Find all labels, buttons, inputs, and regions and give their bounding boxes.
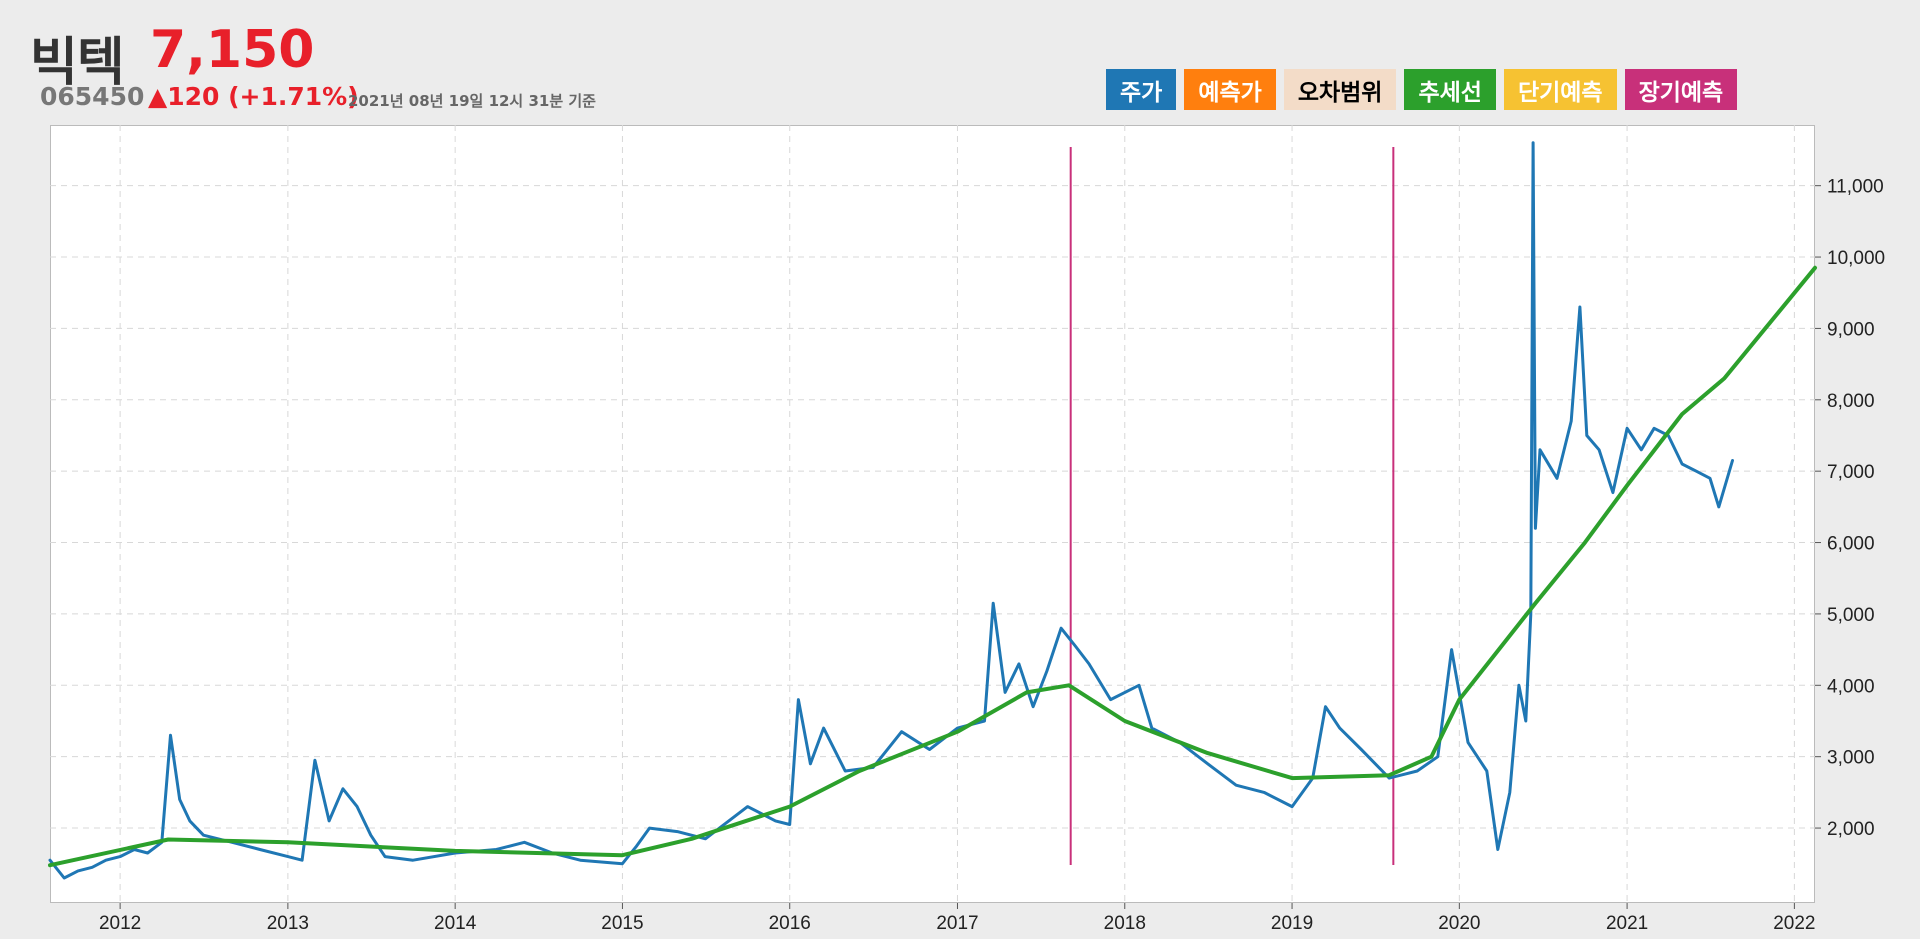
y-tick-label: 4,000 [1827, 676, 1875, 697]
x-tick-label: 2014 [434, 913, 477, 934]
y-tick-label: 5,000 [1827, 605, 1875, 626]
trend-line [48, 265, 1817, 868]
y-tick-label: 10,000 [1827, 248, 1885, 269]
price-change: ▲120 (+1.71%) [148, 82, 359, 111]
x-tick-label: 2013 [267, 913, 309, 934]
x-tick-label: 2017 [936, 913, 978, 934]
stock-price-line [48, 141, 1734, 880]
plot-area [50, 125, 1815, 903]
legend-forecast-price[interactable]: 예측가 [1184, 69, 1276, 110]
legend-trend-line[interactable]: 추세선 [1404, 69, 1496, 110]
timestamp: 2021년 08년 19일 12시 31분 기준 [348, 92, 596, 110]
stock-name: 빅텍 [30, 33, 125, 93]
y-tick-label: 6,000 [1827, 534, 1875, 555]
current-price: 7,150 [150, 20, 315, 80]
legend-short-term-forecast[interactable]: 단기예측 [1503, 69, 1617, 110]
x-tick-label: 2020 [1438, 913, 1480, 934]
y-tick-label: 9,000 [1827, 319, 1875, 340]
x-tick-label: 2022 [1773, 913, 1815, 934]
legend-error-range[interactable]: 오차범위 [1283, 69, 1397, 110]
y-tick-label: 3,000 [1827, 748, 1875, 769]
y-tick-label: 8,000 [1827, 391, 1875, 412]
legend-long-term-forecast[interactable]: 장기예측 [1624, 69, 1738, 110]
x-tick-label: 2012 [99, 913, 141, 934]
y-tick-label: 2,000 [1827, 819, 1875, 840]
y-tick-label: 7,000 [1827, 462, 1875, 483]
y-tick-label: 11,000 [1827, 177, 1884, 198]
x-tick-label: 2019 [1271, 913, 1313, 934]
x-tick-label: 2021 [1606, 913, 1648, 934]
x-tick-label: 2015 [601, 913, 643, 934]
x-tick-label: 2018 [1104, 913, 1146, 934]
legend: 주가 예측가 오차범위 추세선 단기예측 장기예측 [1106, 69, 1738, 110]
stock-code: 065450 [40, 82, 145, 111]
legend-stock-price[interactable]: 주가 [1106, 69, 1177, 110]
x-tick-label: 2016 [769, 913, 811, 934]
